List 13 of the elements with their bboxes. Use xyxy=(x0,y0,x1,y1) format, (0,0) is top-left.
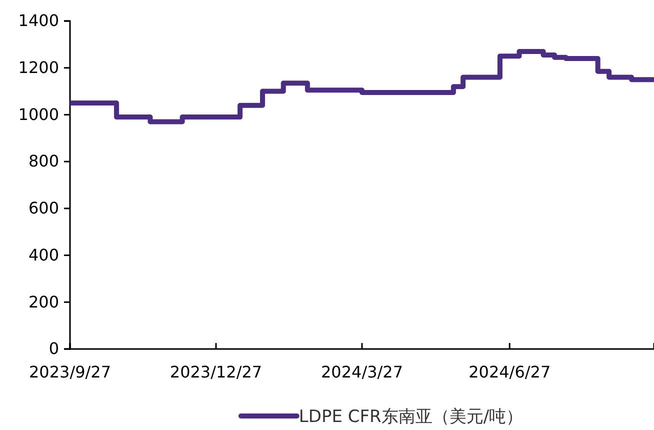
y-tick-label: 800 xyxy=(28,152,59,171)
x-tick-label: 2023/9/27 xyxy=(28,362,112,382)
y-tick-label: 0 xyxy=(48,339,59,358)
y-tick-label: 400 xyxy=(28,245,59,264)
x-tick-label: 2023/12/27 xyxy=(170,362,262,382)
y-tick-label: 1400 xyxy=(18,11,59,30)
y-tick-label: 1000 xyxy=(18,104,59,124)
legend-label: LDPE CFR东南亚（美元/吨） xyxy=(298,407,524,427)
y-tick-label: 200 xyxy=(28,292,59,312)
y-tick-label: 1200 xyxy=(18,58,59,77)
y-tick-label: 600 xyxy=(28,198,59,218)
x-tick-label: 2024/6/27 xyxy=(468,362,551,382)
x-tick-label: 2024/3/27 xyxy=(320,362,404,382)
